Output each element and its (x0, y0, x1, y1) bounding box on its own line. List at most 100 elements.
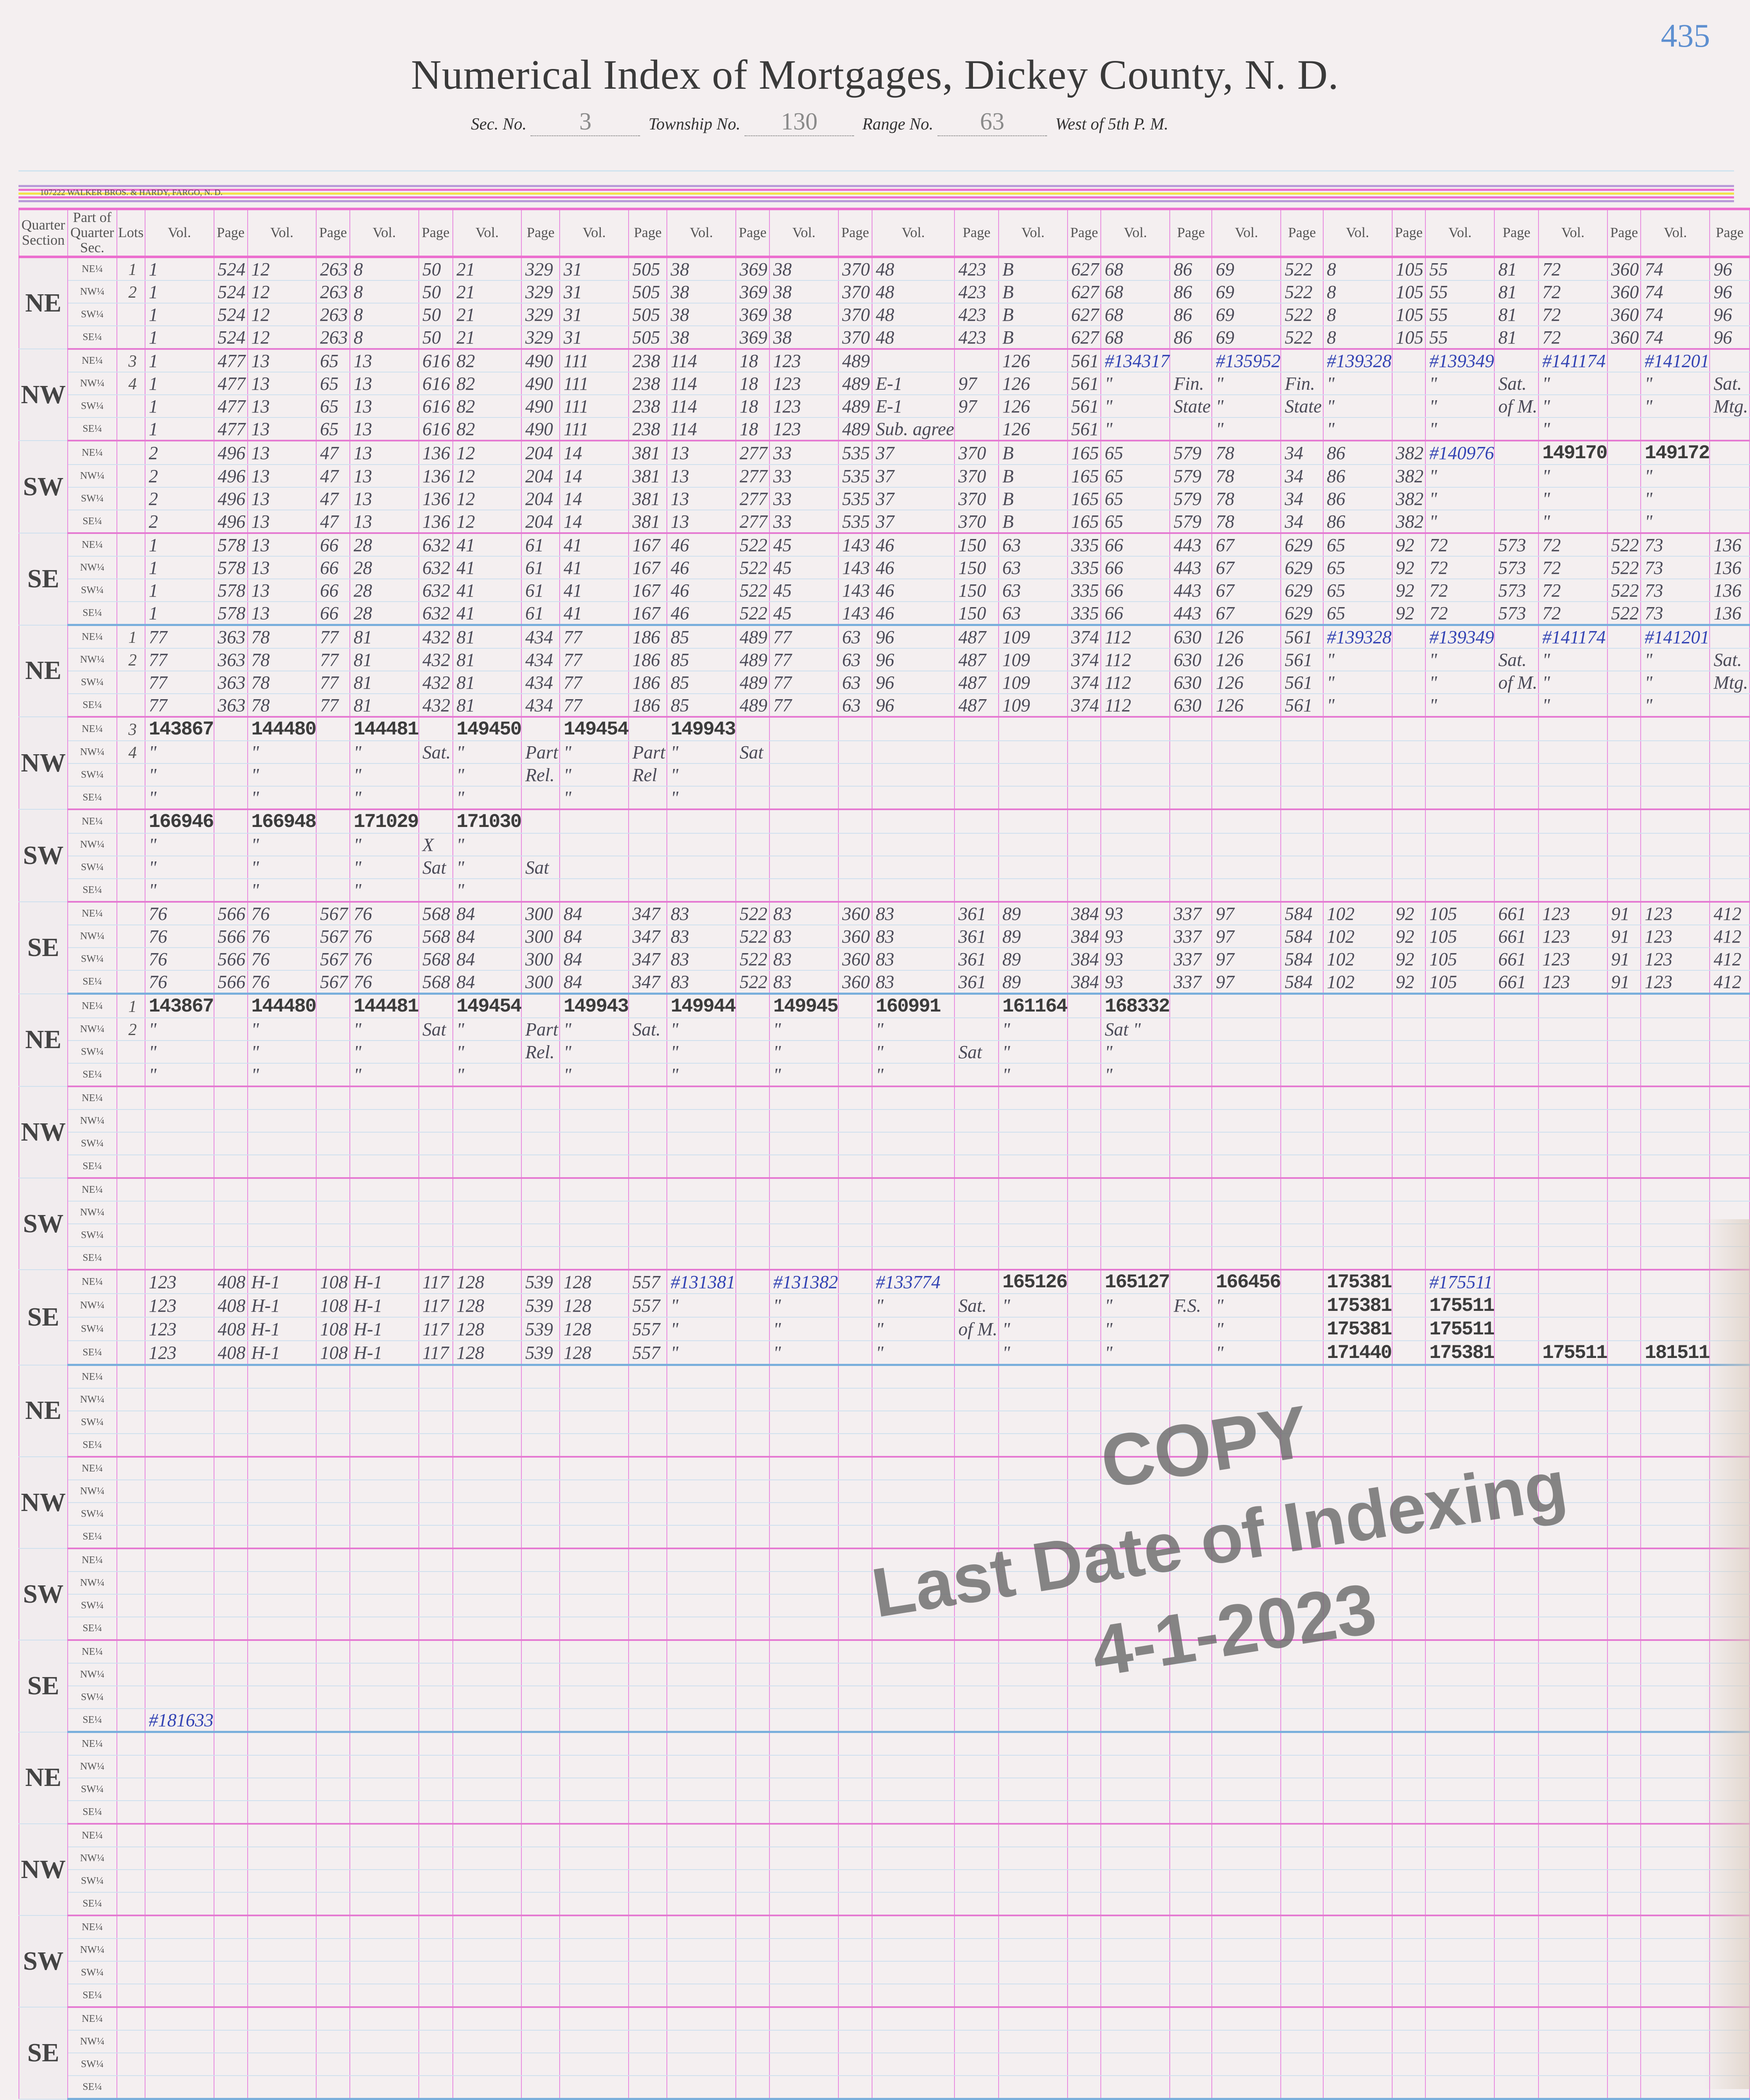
entry-text: 616 (422, 418, 450, 439)
vol-cell: 175381 (1323, 1317, 1393, 1341)
table-row: SE NE¼ 123 408 H-1 108 H-1 117 128 539 128 557 #1313… (19, 1270, 1750, 1366)
vol-cell (1101, 1870, 1171, 1893)
vol-cell (1101, 1847, 1171, 1870)
entry-text: #131382 (773, 1271, 838, 1292)
entry-text: 423 (958, 259, 986, 280)
vol-cell (145, 1870, 214, 1893)
vol-cell (560, 1178, 629, 1202)
vol-cell: " (349, 741, 419, 764)
lots-cell (116, 556, 145, 579)
page-cell: 370 (838, 326, 872, 350)
page-cell (954, 1755, 999, 1778)
vol-cell (1323, 879, 1393, 903)
vol-cell: 78 (1212, 441, 1282, 465)
vol-cell (1101, 1388, 1171, 1411)
page-cell (521, 1480, 560, 1503)
entry-text: 117 (422, 1295, 449, 1316)
page-cell: 629 (1281, 602, 1324, 626)
page-cell (1067, 1109, 1102, 1133)
entry-text: 108 (320, 1295, 348, 1316)
page-cell (316, 1709, 350, 1733)
page-cell (954, 417, 999, 441)
table-row: SW¼ 77 363 78 77 81 432 81 434 77 186 85 489 77 63 96 48… (19, 671, 1750, 694)
entry-text: 86 (1327, 488, 1346, 509)
page-cell (418, 1434, 453, 1458)
header-vol: Vol. (452, 208, 522, 258)
table-row: NE NE¼ (19, 1732, 1750, 1824)
page-cell (1494, 1018, 1539, 1041)
page-cell (736, 1388, 770, 1411)
lots-cell (116, 1201, 145, 1224)
part-quarter-label: NW¼ (67, 925, 117, 948)
page-cell (736, 1086, 770, 1110)
entry-text: 579 (1174, 511, 1202, 532)
vol-cell: " (1212, 372, 1282, 395)
entry-text: 126 (1216, 626, 1244, 647)
page-cell (1494, 1961, 1539, 1984)
page-cell (1710, 809, 1750, 834)
page-cell (736, 809, 770, 834)
entry-text: B (1002, 442, 1014, 463)
entry-text: 81 (1498, 259, 1517, 280)
page-cell (1494, 1984, 1539, 2008)
entry-text: 149943 (563, 996, 629, 1017)
page-cell (521, 1132, 560, 1155)
page-cell: 81 (1494, 303, 1539, 326)
entry-text: 12 (456, 442, 475, 463)
page-cell: 561 (1067, 395, 1102, 418)
vol-cell (452, 2007, 522, 2031)
entry-text: 167 (632, 602, 660, 623)
page-cell (521, 1086, 560, 1110)
meridian-label: West of 5th P. M. (1055, 114, 1168, 133)
page-cell (316, 1686, 350, 1709)
entry-text: 48 (875, 281, 894, 302)
page-cell (214, 1732, 248, 1756)
page-cell (1392, 1132, 1426, 1155)
part-quarter-label: SE¼ (67, 417, 117, 441)
vol-cell: " (560, 1041, 629, 1064)
page-cell (628, 717, 668, 741)
vol-cell: 2 (145, 465, 214, 488)
lots-cell (116, 1457, 145, 1480)
vol-cell: 77 (769, 694, 839, 718)
page-cell (954, 1732, 999, 1756)
vol-cell: 13 (247, 372, 317, 395)
entry-text: 77 (563, 695, 582, 716)
vol-cell (349, 1961, 419, 1984)
page-cell: 573 (1494, 579, 1539, 602)
vol-cell: " (1101, 1317, 1171, 1341)
entry-text: 616 (422, 396, 450, 417)
entry-text: of M. (1498, 396, 1538, 417)
entry-text: 72 (1429, 534, 1448, 555)
entry-text: 661 (1498, 971, 1526, 992)
page-cell (838, 1755, 872, 1778)
vol-cell (349, 1778, 419, 1801)
vol-cell: 38 (667, 280, 737, 304)
entry-text: 522 (1285, 304, 1313, 325)
vol-cell: #131381 (667, 1270, 737, 1294)
vol-cell: 37 (872, 465, 955, 488)
entry-text: 412 (1713, 903, 1742, 924)
vol-cell: 65 (1323, 579, 1393, 602)
entry-text: 13 (251, 602, 270, 623)
page-cell: 136 (1710, 533, 1750, 557)
page-cell: 381 (628, 465, 668, 488)
page-cell (628, 1109, 668, 1133)
vol-cell: #134317 (1101, 349, 1171, 372)
vol-cell: " (1425, 694, 1495, 718)
range-label: Range No. (862, 114, 933, 133)
page-cell (628, 809, 668, 834)
entry-text: Sat (422, 857, 446, 878)
vol-cell: " (1538, 671, 1608, 694)
entry-text: Part (632, 742, 666, 763)
vol-cell: 46 (872, 533, 955, 557)
lots-cell (116, 970, 145, 995)
page-cell: 150 (954, 533, 999, 557)
lots-cell: 1 (116, 625, 145, 649)
lots-cell (116, 510, 145, 534)
page-cell (1170, 993, 1213, 1018)
quarter-section-label: NE (19, 257, 68, 349)
table-row: NW¼ (19, 1388, 1750, 1411)
page-cell (1494, 809, 1539, 834)
page-cell (736, 1778, 770, 1801)
